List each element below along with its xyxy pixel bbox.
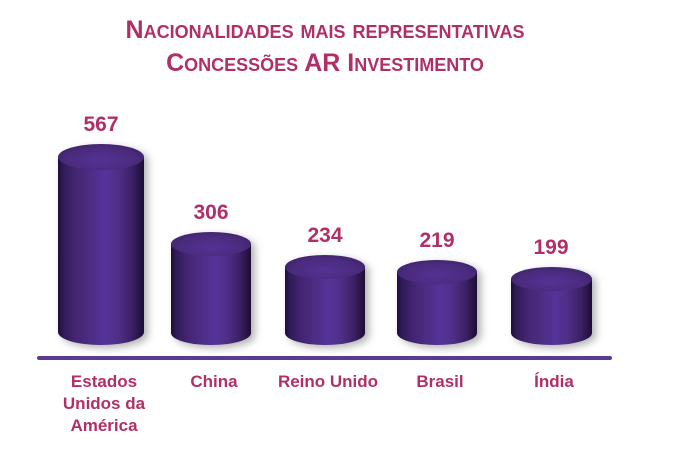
chart-title-line1: Nacionalidades mais representativas xyxy=(125,16,525,44)
bar-category-label: Índia xyxy=(534,372,574,391)
cylinder-body xyxy=(58,157,144,345)
bar-cylinder xyxy=(58,144,144,345)
bar-value-label: 234 xyxy=(307,224,343,248)
cylinder-body xyxy=(397,272,477,345)
cylinder-body xyxy=(285,267,365,345)
cylinder-top xyxy=(510,267,592,292)
cylinder-top xyxy=(397,260,477,285)
x-axis-baseline xyxy=(37,356,612,360)
cylinder-body xyxy=(171,243,251,345)
cylinder-top xyxy=(285,255,365,280)
bar-cylinder xyxy=(285,255,365,345)
cylinder-top xyxy=(171,231,251,256)
bar-value-label: 306 xyxy=(193,200,229,224)
bar-cylinder xyxy=(397,260,477,345)
bar-category-label: Brasil xyxy=(416,372,464,391)
bar-category-label: China xyxy=(190,372,238,391)
bar-category-label: Estados Unidos da América xyxy=(62,372,146,435)
cylinder-top xyxy=(58,144,144,170)
chart-title-line2: Concessões AR Investimento xyxy=(166,49,484,77)
bar-value-label: 567 xyxy=(83,113,119,136)
bar-cylinder xyxy=(171,231,251,345)
bar-category-label: Reino Unido xyxy=(277,372,379,391)
bar-value-label: 199 xyxy=(533,236,569,260)
bar-value-label: 219 xyxy=(419,229,455,253)
chart-title: Nacionalidades mais representativas Conc… xyxy=(0,14,650,80)
bar-cylinder xyxy=(510,267,592,345)
